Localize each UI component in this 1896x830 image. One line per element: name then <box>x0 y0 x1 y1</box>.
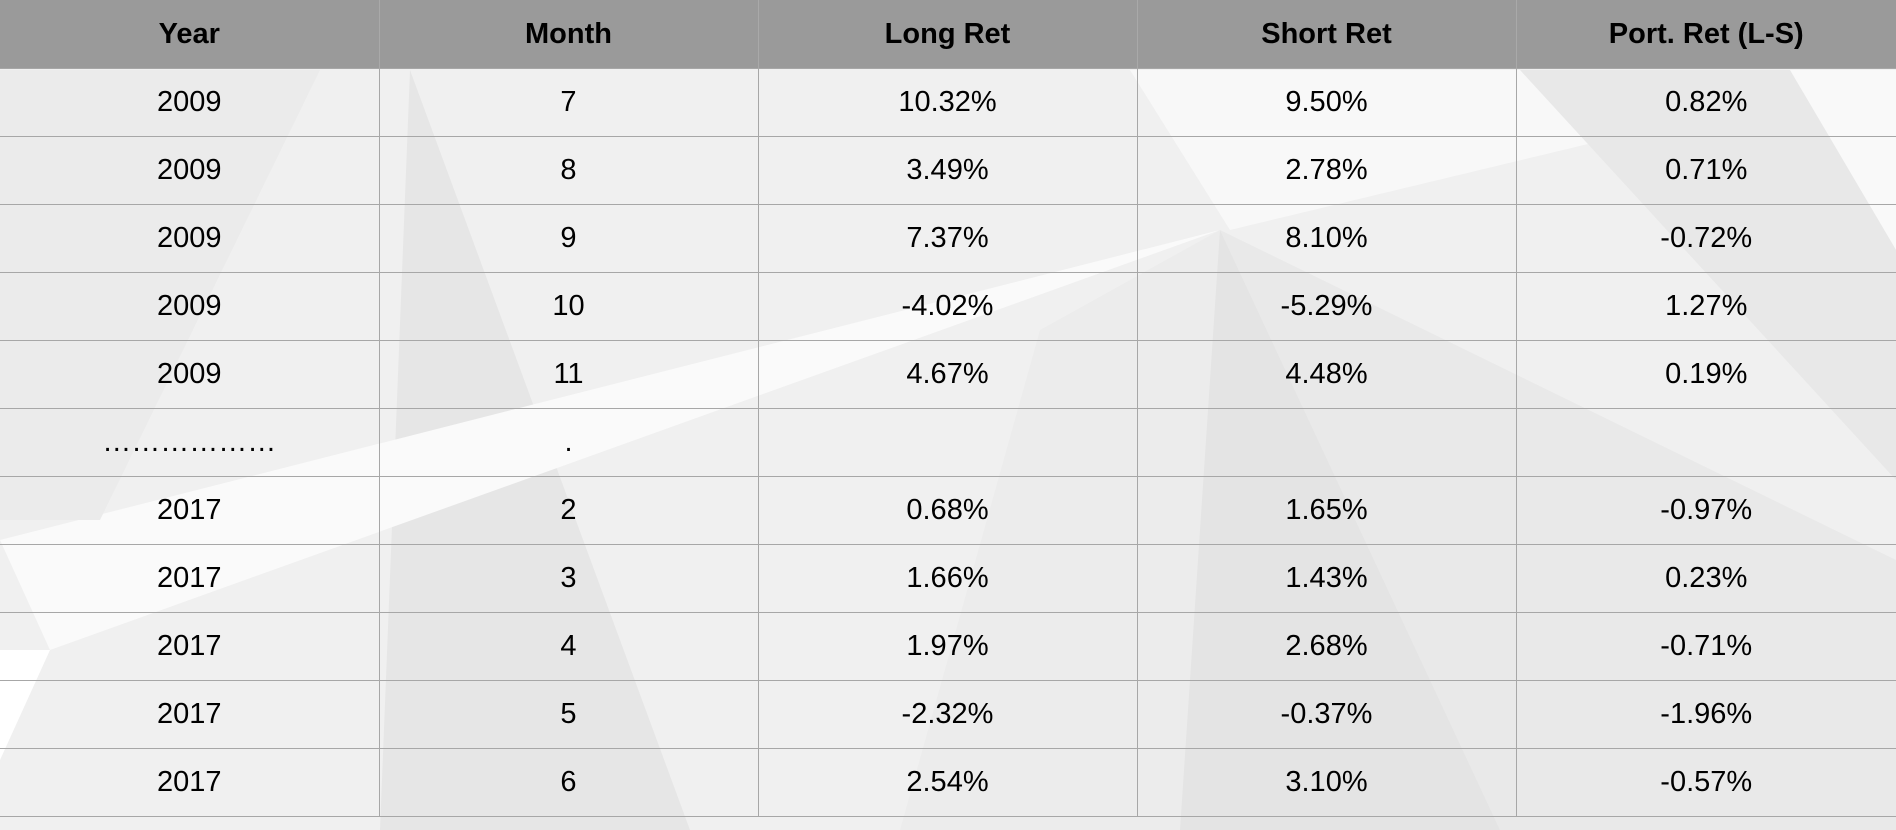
year-cell: 2017 <box>0 680 380 749</box>
short-ret-cell: 3.10% <box>1136 748 1517 817</box>
long-ret-cell: 1.66% <box>757 544 1138 613</box>
table-header: Year Month Long Ret Short Ret Port. Ret … <box>0 0 1896 69</box>
year-cell: 2017 <box>0 544 380 613</box>
port-ret-cell: 0.23% <box>1515 544 1896 613</box>
ellipsis-row: ……………… . <box>0 408 1896 477</box>
table-row: 2009 8 3.49% 2.78% 0.71% <box>0 136 1896 205</box>
port-ret-cell <box>1515 408 1896 477</box>
table-row: 2017 5 -2.32% -0.37% -1.96% <box>0 680 1896 749</box>
month-cell: . <box>378 408 759 477</box>
table-row: 2009 11 4.67% 4.48% 0.19% <box>0 340 1896 409</box>
table-row: 2009 7 10.32% 9.50% 0.82% <box>0 68 1896 137</box>
port-ret-cell: -1.96% <box>1515 680 1896 749</box>
table-row: 2009 10 -4.02% -5.29% 1.27% <box>0 272 1896 341</box>
short-ret-cell: 1.43% <box>1136 544 1517 613</box>
long-ret-cell: -2.32% <box>757 680 1138 749</box>
table-row: 2017 4 1.97% 2.68% -0.71% <box>0 612 1896 681</box>
year-cell: 2009 <box>0 68 380 137</box>
table-row: 2009 9 7.37% 8.10% -0.72% <box>0 204 1896 273</box>
short-ret-cell: 9.50% <box>1136 68 1517 137</box>
long-ret-cell: 4.67% <box>757 340 1138 409</box>
port-ret-cell: 1.27% <box>1515 272 1896 341</box>
short-ret-cell: -0.37% <box>1136 680 1517 749</box>
port-ret-cell: -0.57% <box>1515 748 1896 817</box>
year-cell: 2017 <box>0 476 380 545</box>
short-ret-cell <box>1136 408 1517 477</box>
table-row: 2017 2 0.68% 1.65% -0.97% <box>0 476 1896 545</box>
long-ret-cell: 10.32% <box>757 68 1138 137</box>
month-cell: 5 <box>378 680 759 749</box>
port-ret-cell: 0.19% <box>1515 340 1896 409</box>
short-ret-cell: 4.48% <box>1136 340 1517 409</box>
header-row: Year Month Long Ret Short Ret Port. Ret … <box>0 0 1896 69</box>
short-ret-cell: 2.68% <box>1136 612 1517 681</box>
month-cell: 7 <box>378 68 759 137</box>
short-ret-cell: 2.78% <box>1136 136 1517 205</box>
port-ret-cell: 0.82% <box>1515 68 1896 137</box>
long-ret-cell: 7.37% <box>757 204 1138 273</box>
header-long-ret: Long Ret <box>758 0 1138 69</box>
long-ret-cell: 2.54% <box>757 748 1138 817</box>
short-ret-cell: -5.29% <box>1136 272 1517 341</box>
year-cell: 2009 <box>0 136 380 205</box>
month-cell: 10 <box>378 272 759 341</box>
table-row: 2017 6 2.54% 3.10% -0.57% <box>0 748 1896 817</box>
month-cell: 6 <box>378 748 759 817</box>
long-ret-cell <box>757 408 1138 477</box>
header-month: Month <box>379 0 759 69</box>
year-cell: 2009 <box>0 340 380 409</box>
month-cell: 3 <box>378 544 759 613</box>
month-cell: 9 <box>378 204 759 273</box>
header-year: Year <box>0 0 380 69</box>
header-port-ret: Port. Ret (L-S) <box>1516 0 1896 69</box>
table-body: 2009 7 10.32% 9.50% 0.82% 2009 8 3.49% 2… <box>0 68 1896 817</box>
long-ret-cell: -4.02% <box>757 272 1138 341</box>
table-row: 2017 3 1.66% 1.43% 0.23% <box>0 544 1896 613</box>
long-ret-cell: 3.49% <box>757 136 1138 205</box>
port-ret-cell: -0.72% <box>1515 204 1896 273</box>
short-ret-cell: 1.65% <box>1136 476 1517 545</box>
month-cell: 8 <box>378 136 759 205</box>
year-cell: 2009 <box>0 272 380 341</box>
port-ret-cell: -0.71% <box>1515 612 1896 681</box>
year-cell: 2009 <box>0 204 380 273</box>
header-short-ret: Short Ret <box>1137 0 1517 69</box>
short-ret-cell: 8.10% <box>1136 204 1517 273</box>
month-cell: 2 <box>378 476 759 545</box>
port-ret-cell: -0.97% <box>1515 476 1896 545</box>
port-ret-cell: 0.71% <box>1515 136 1896 205</box>
year-cell: 2017 <box>0 748 380 817</box>
year-cell: 2017 <box>0 612 380 681</box>
month-cell: 4 <box>378 612 759 681</box>
year-cell: ……………… <box>0 408 380 477</box>
month-cell: 11 <box>378 340 759 409</box>
long-ret-cell: 0.68% <box>757 476 1138 545</box>
long-ret-cell: 1.97% <box>757 612 1138 681</box>
